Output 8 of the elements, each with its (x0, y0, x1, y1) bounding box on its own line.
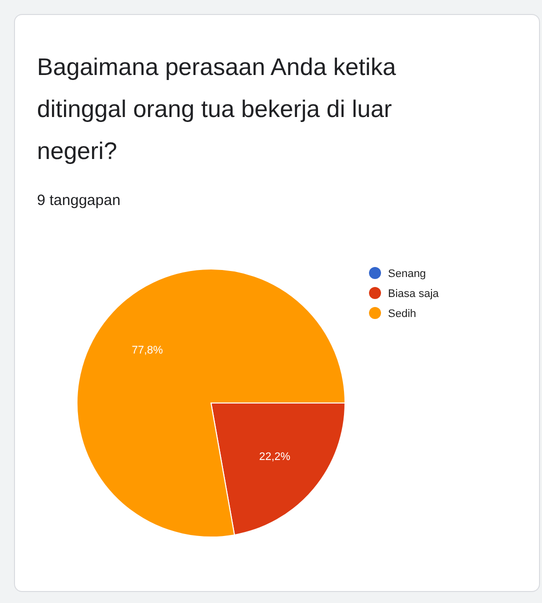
chart-subtitle: 9 tanggapan (37, 192, 120, 209)
data-label: 77,8% (132, 344, 164, 356)
pie-slice (76, 268, 346, 538)
chart-title: Bagaimana perasaan Anda ketika ditinggal orang tua bekerja di luar negeri? (37, 54, 397, 165)
legend-label: Sedih (388, 308, 416, 320)
legend-label: Biasa saja (388, 288, 440, 300)
data-label: 22,2% (259, 451, 290, 464)
legend-label: Senang (388, 268, 426, 280)
